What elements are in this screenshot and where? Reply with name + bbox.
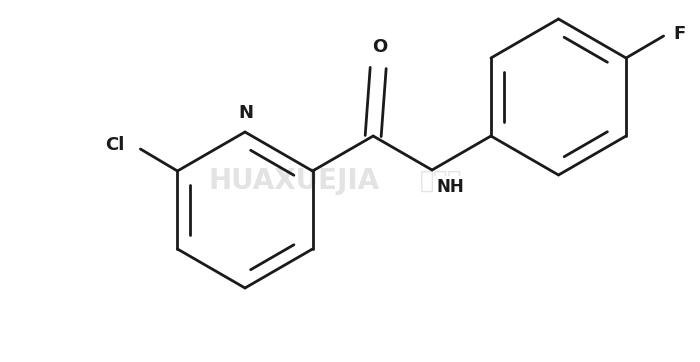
Text: N: N — [239, 104, 253, 122]
Text: 化学加: 化学加 — [420, 169, 462, 193]
Text: HUAXUEJIA: HUAXUEJIA — [209, 167, 379, 195]
Text: NH: NH — [436, 178, 464, 196]
Text: O: O — [372, 38, 388, 56]
Text: Cl: Cl — [105, 136, 125, 154]
Text: F: F — [673, 25, 686, 43]
